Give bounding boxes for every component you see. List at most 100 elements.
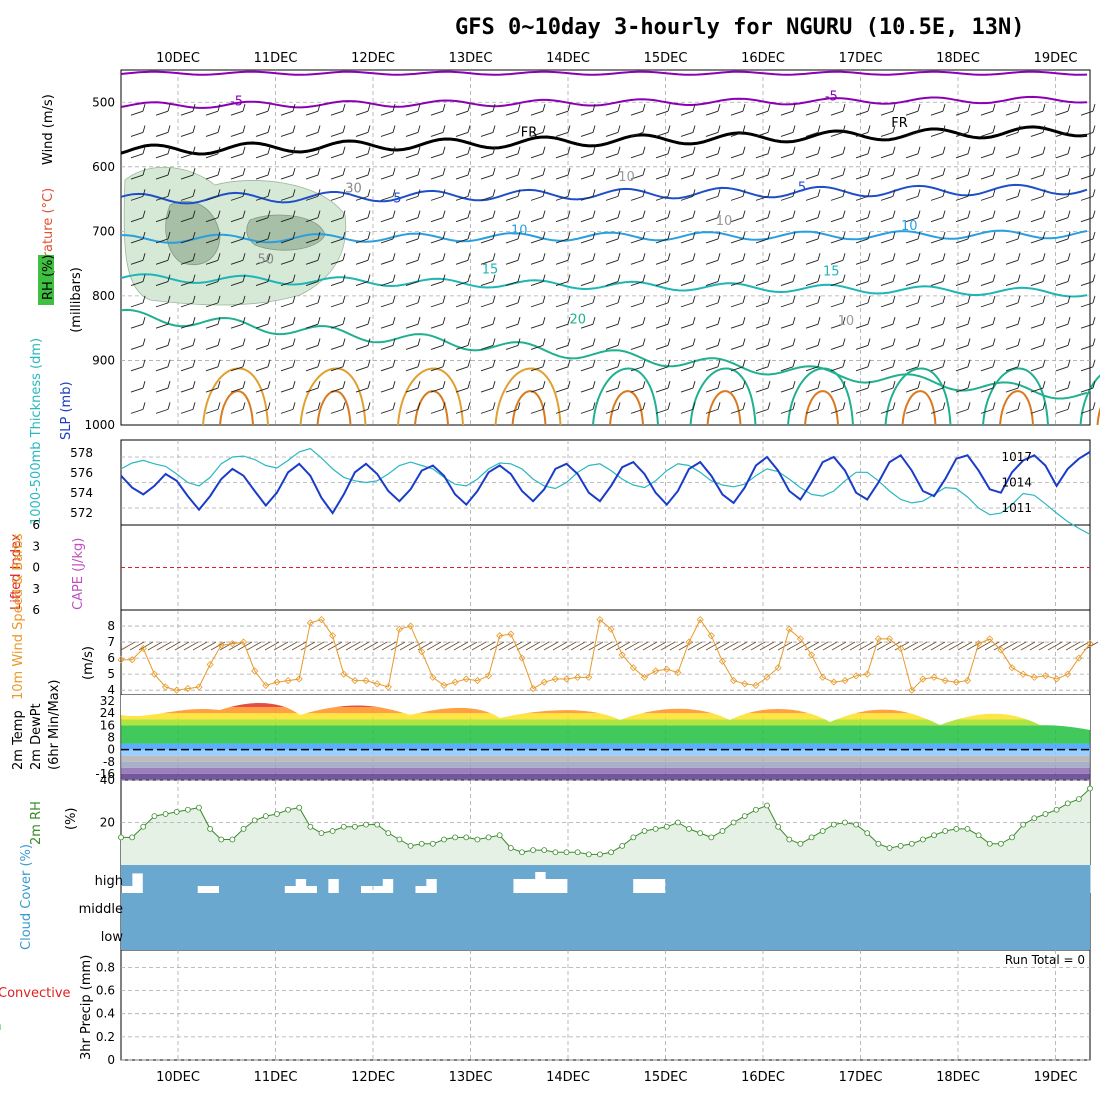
cloud-high-bar bbox=[349, 865, 362, 893]
wind10m-point bbox=[863, 670, 871, 678]
wind-barb-flag bbox=[942, 295, 946, 304]
cloud-high-bar bbox=[992, 865, 1004, 893]
wind-barb bbox=[230, 174, 244, 180]
wind-barb bbox=[780, 110, 794, 116]
wind-barb-flag bbox=[867, 125, 871, 133]
wind-barb bbox=[755, 110, 769, 116]
surface-wind-barb bbox=[192, 641, 208, 651]
wind-barb-flag bbox=[942, 317, 946, 325]
wind-barb-flag bbox=[892, 167, 896, 176]
surface-wind-barb bbox=[1038, 641, 1054, 651]
date-label-bottom: 19DEC bbox=[1034, 1070, 1078, 1085]
wind-barb-flag bbox=[392, 338, 396, 346]
wind-barb-flag bbox=[217, 274, 221, 282]
wind-barb-flag bbox=[517, 274, 521, 282]
wind-barb-flag bbox=[792, 104, 796, 112]
wind-barb bbox=[155, 174, 169, 180]
wind-barb bbox=[830, 366, 844, 372]
wind-barb bbox=[830, 132, 844, 137]
wind-barb bbox=[255, 195, 269, 201]
wind-barb-flag bbox=[242, 402, 246, 410]
wind-barb bbox=[280, 153, 294, 159]
rh-point bbox=[351, 823, 358, 830]
wind-barb-flag bbox=[567, 295, 571, 304]
wind-barb-flag bbox=[1092, 274, 1096, 282]
wind-barb bbox=[730, 238, 744, 244]
wind-barb-flag bbox=[217, 295, 221, 304]
wind-barb bbox=[1055, 302, 1069, 308]
cloud-high-bar bbox=[251, 865, 264, 893]
wind-barb-flag bbox=[317, 231, 321, 240]
wind-barb-flag bbox=[1042, 253, 1046, 261]
wind-barb bbox=[555, 174, 569, 180]
wind-barb bbox=[930, 408, 944, 414]
wind-barb bbox=[280, 174, 294, 180]
wind-barb-flag bbox=[1092, 359, 1096, 367]
wind-barb bbox=[455, 281, 469, 287]
wind-barb-flag bbox=[342, 402, 346, 410]
rh-point bbox=[374, 821, 381, 828]
wind-barb bbox=[130, 323, 144, 329]
wind-barb bbox=[305, 302, 319, 308]
wind-barb-flag bbox=[1092, 338, 1096, 346]
wind10m-point bbox=[596, 616, 604, 624]
wind-barb bbox=[780, 408, 794, 414]
wind-barb bbox=[130, 153, 144, 159]
wind-barb bbox=[1005, 345, 1019, 350]
wind10m-point bbox=[418, 648, 426, 656]
wind-barb bbox=[1030, 259, 1044, 265]
contour-label: 20 bbox=[569, 313, 586, 328]
wind-barb bbox=[830, 323, 844, 329]
wind-barb-flag bbox=[617, 231, 621, 240]
wind10m-point bbox=[306, 619, 314, 627]
wind-barb-flag bbox=[967, 253, 971, 261]
wind-barb bbox=[855, 132, 869, 137]
wind-barb bbox=[730, 110, 744, 116]
lowlevel-contour bbox=[592, 367, 659, 426]
wind-barb bbox=[255, 238, 269, 244]
wind-barb-flag bbox=[917, 146, 921, 154]
wind-barb-flag bbox=[1042, 104, 1046, 112]
wind-barb bbox=[655, 259, 669, 265]
wind-barb bbox=[680, 281, 694, 287]
wind-tick: 5 bbox=[107, 667, 115, 681]
wind-barb bbox=[530, 195, 544, 201]
wind-barb bbox=[955, 132, 969, 137]
wind-barb-flag bbox=[767, 104, 771, 112]
wind-barb-flag bbox=[1067, 167, 1071, 176]
wind-barb bbox=[705, 323, 719, 329]
wind-barb-flag bbox=[667, 146, 671, 154]
cloud-high-bar bbox=[382, 865, 394, 879]
wind-barb-flag bbox=[242, 167, 246, 176]
wind-barb bbox=[580, 281, 594, 287]
wind10m-point bbox=[373, 680, 381, 688]
wind-barb bbox=[155, 217, 169, 223]
wind-barb-flag bbox=[767, 125, 771, 133]
wind-barb-flag bbox=[267, 295, 271, 304]
wind-barb bbox=[480, 323, 494, 329]
wind-barb-flag bbox=[817, 317, 821, 325]
wind-barb-flag bbox=[1042, 380, 1046, 389]
rh-point bbox=[173, 808, 180, 815]
wind-barb bbox=[780, 195, 794, 201]
wind-barb-flag bbox=[517, 125, 521, 133]
surface-wind-barb bbox=[174, 641, 190, 651]
cloud-high-bar bbox=[687, 865, 699, 893]
wind-barb-flag bbox=[592, 338, 596, 346]
wind-barb-flag bbox=[442, 338, 446, 346]
wind-barb-flag bbox=[317, 167, 321, 176]
wind-barb-flag bbox=[267, 231, 271, 240]
wind-barb-flag bbox=[992, 295, 996, 304]
wind-barb-flag bbox=[1067, 380, 1071, 389]
wind-barb bbox=[1005, 387, 1019, 393]
cloud-high-bar bbox=[491, 865, 503, 893]
isotherm-10 bbox=[120, 229, 1088, 244]
surface-wind-barb bbox=[831, 641, 847, 651]
wind-barb-flag bbox=[542, 125, 546, 133]
wind-barb-flag bbox=[1017, 338, 1021, 346]
wind10m-point bbox=[195, 683, 203, 691]
wind-barb bbox=[905, 302, 919, 308]
lowlevel-contour bbox=[884, 367, 952, 426]
wind-barb bbox=[855, 217, 869, 223]
wind-barb bbox=[605, 323, 619, 329]
